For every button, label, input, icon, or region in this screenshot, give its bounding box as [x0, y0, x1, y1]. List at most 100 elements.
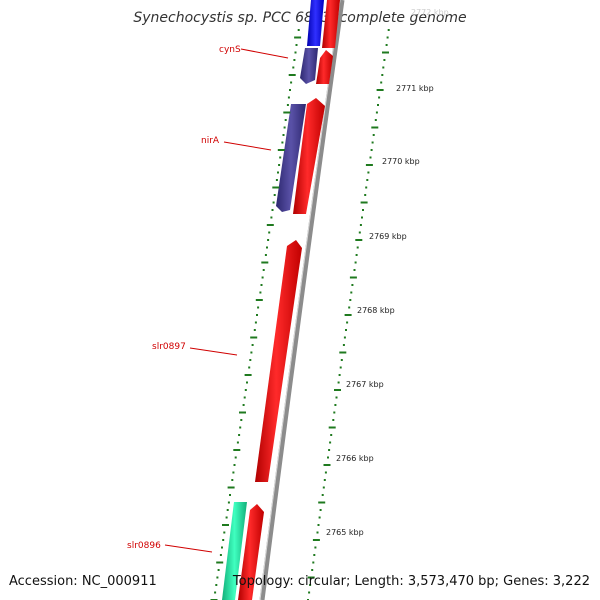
minor-tick — [381, 74, 384, 76]
minor-tick — [308, 591, 311, 594]
minor-tick — [214, 591, 217, 594]
minor-tick — [290, 81, 293, 84]
minor-tick — [292, 66, 295, 69]
ruler-label: 2772 kbp — [411, 8, 449, 17]
minor-tick — [248, 366, 251, 369]
major-tick — [344, 314, 352, 316]
gene-reverse-cynS — [300, 48, 318, 84]
minor-tick — [286, 104, 289, 106]
minor-tick — [225, 516, 228, 519]
major-tick — [283, 111, 291, 114]
minor-tick — [215, 584, 218, 586]
major-tick — [312, 539, 320, 541]
major-tick — [376, 89, 384, 91]
accession-text: Accession: NC_000911 — [9, 574, 157, 589]
minor-tick — [253, 329, 256, 331]
minor-tick — [275, 179, 278, 181]
minor-tick — [339, 366, 342, 369]
minor-tick — [262, 269, 265, 271]
minor-tick — [266, 246, 268, 249]
major-tick — [227, 486, 235, 489]
minor-tick — [377, 104, 379, 106]
minor-tick — [355, 254, 358, 256]
minor-tick — [359, 224, 362, 226]
ruler-label: 2771 kbp — [396, 84, 434, 93]
minor-tick — [330, 434, 333, 436]
gene-forward-bottom — [238, 504, 264, 600]
minor-tick — [317, 524, 320, 526]
minor-tick — [343, 336, 346, 339]
minor-tick — [227, 501, 230, 504]
minor-tick — [328, 449, 331, 451]
minor-tick — [324, 471, 327, 474]
minor-tick — [222, 539, 225, 541]
minor-tick — [312, 561, 315, 564]
gene-label-leader-slr0896 — [164, 544, 213, 553]
gene-label-nirA: nirA — [201, 136, 220, 146]
minor-tick — [314, 546, 317, 549]
minor-tick — [281, 141, 284, 144]
minor-tick — [327, 456, 329, 459]
minor-tick — [277, 171, 279, 174]
minor-tick — [264, 254, 267, 256]
minor-tick — [236, 441, 239, 444]
minor-tick — [216, 576, 219, 579]
major-tick — [323, 464, 331, 466]
minor-tick — [321, 494, 324, 496]
minor-tick — [272, 201, 275, 204]
minor-tick — [270, 216, 273, 219]
minor-tick — [239, 426, 242, 429]
minor-tick — [342, 344, 345, 346]
gene-label-slr0896: slr0896 — [127, 541, 161, 551]
minor-tick — [268, 231, 271, 234]
minor-tick — [374, 119, 377, 121]
minor-tick — [232, 471, 235, 474]
major-tick — [277, 149, 285, 151]
gene-label-leader-cynS — [240, 48, 289, 59]
gene-reverse-blue — [307, 0, 324, 46]
minor-tick — [294, 51, 297, 54]
minor-tick — [223, 531, 226, 534]
minor-tick — [318, 516, 321, 519]
minor-tick — [283, 126, 286, 129]
gene-forward-nirA-region — [293, 98, 325, 214]
minor-tick — [316, 531, 319, 534]
minor-tick — [295, 44, 298, 46]
minor-tick — [234, 456, 237, 459]
minor-tick — [313, 554, 316, 556]
minor-tick — [375, 111, 378, 114]
minor-tick — [383, 59, 386, 61]
ruler-label: 2769 kbp — [369, 232, 407, 241]
gene-forward-slr0897 — [255, 240, 302, 482]
minor-tick — [246, 381, 248, 384]
minor-tick — [365, 186, 368, 189]
minor-tick — [362, 209, 364, 211]
minor-tick — [231, 479, 234, 481]
gene-label-leader-slr0897 — [189, 347, 238, 356]
minor-tick — [353, 269, 356, 271]
minor-tick — [367, 171, 370, 174]
minor-tick — [358, 231, 361, 234]
minor-tick — [238, 434, 241, 436]
minor-tick — [287, 96, 290, 99]
ruler-label: 2767 kbp — [346, 380, 384, 389]
minor-tick — [257, 306, 260, 309]
major-tick — [318, 501, 326, 504]
ruler-label: 2766 kbp — [336, 454, 374, 463]
major-tick — [294, 36, 302, 39]
minor-tick — [217, 569, 220, 571]
minor-tick — [348, 306, 351, 309]
minor-tick — [334, 404, 337, 406]
minor-tick — [229, 494, 231, 496]
minor-tick — [387, 29, 390, 31]
minor-tick — [226, 509, 229, 511]
minor-tick — [297, 29, 300, 31]
major-tick — [382, 51, 389, 54]
major-tick — [233, 449, 241, 451]
gene-forward-cynS-region — [316, 50, 333, 84]
minor-tick — [369, 156, 372, 159]
minor-tick — [240, 419, 243, 421]
minor-tick — [254, 321, 257, 324]
minor-tick — [309, 584, 312, 586]
